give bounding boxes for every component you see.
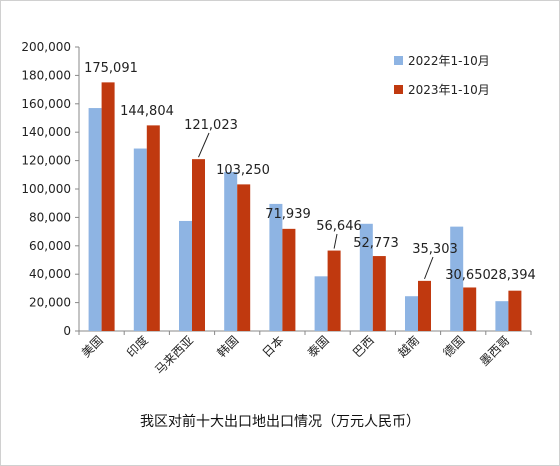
legend-swatch <box>394 56 403 65</box>
leader-line <box>333 233 338 249</box>
bar-2022 <box>179 220 192 331</box>
y-tick-label: 100,000 <box>21 182 71 196</box>
data-label: 71,939 <box>265 207 311 222</box>
y-tick-label: 60,000 <box>29 239 71 253</box>
y-tick-label: 40,000 <box>29 267 71 281</box>
bar-2022 <box>88 108 102 331</box>
x-tick-label: 印度 <box>123 333 151 361</box>
bar-2022 <box>495 301 509 331</box>
bar-2023 <box>237 184 251 331</box>
y-tick-label: 120,000 <box>21 154 71 168</box>
data-label: 35,303 <box>412 242 458 257</box>
y-tick-label: 20,000 <box>29 296 71 310</box>
bar-2023 <box>418 280 431 331</box>
data-label: 103,250 <box>216 163 270 178</box>
bar-2023 <box>463 287 477 331</box>
x-tick-label: 韩国 <box>214 333 242 361</box>
y-tick-label: 80,000 <box>29 210 71 224</box>
data-label: 144,804 <box>120 104 174 119</box>
leader-line <box>424 256 434 280</box>
y-tick-label: 0 <box>63 324 71 338</box>
bar-2022 <box>224 171 238 331</box>
bar-2023 <box>282 228 296 331</box>
x-tick-label: 美国 <box>79 333 106 360</box>
y-tick-label: 180,000 <box>21 68 71 82</box>
data-label: 30,650 <box>445 268 491 283</box>
bar-2022 <box>269 203 283 331</box>
bar-2022 <box>450 226 464 331</box>
x-tick-label: 巴西 <box>350 333 377 360</box>
y-tick-label: 160,000 <box>21 97 71 111</box>
bar-2023 <box>101 82 115 331</box>
bar-2022 <box>359 223 373 331</box>
x-tick-label: 墨西哥 <box>477 333 512 368</box>
bar-chart: 0 20,000 40,000 60,000 80,000 100,000 120,000 1… <box>21 40 536 377</box>
data-label: 28,394 <box>490 268 536 283</box>
leader-line <box>198 132 210 158</box>
legend-label: 2022年1-10月 <box>408 54 490 68</box>
bar-2022 <box>314 276 328 331</box>
data-label: 121,023 <box>184 118 238 133</box>
bar-2022 <box>405 296 418 331</box>
data-label: 175,091 <box>84 61 138 76</box>
x-tick-label: 德国 <box>440 333 468 361</box>
chart-title: 我区对前十大出口地出口情况（万元人民币） <box>140 414 420 430</box>
x-tick-label: 马来西亚 <box>152 333 196 377</box>
x-tick-label: 泰国 <box>305 333 332 360</box>
bar-2022 <box>133 148 147 331</box>
data-label: 52,773 <box>353 236 399 251</box>
y-tick-label: 140,000 <box>21 125 71 139</box>
legend-label: 2023年1-10月 <box>408 83 490 97</box>
bar-2023 <box>146 125 160 331</box>
bar-2023 <box>372 256 386 331</box>
bar-2023 <box>192 159 205 331</box>
legend-swatch <box>394 85 403 94</box>
bar-2023 <box>327 250 341 331</box>
y-tick-label: 200,000 <box>21 40 71 54</box>
data-label: 56,646 <box>316 219 362 234</box>
x-tick-label: 日本 <box>260 333 287 360</box>
bar-2023 <box>508 290 522 331</box>
x-tick-label: 越南 <box>395 333 423 361</box>
